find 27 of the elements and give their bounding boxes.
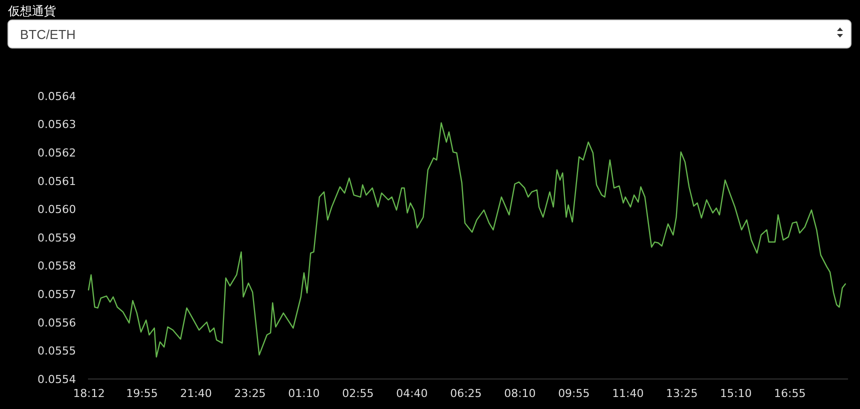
y-tick-label: 0.0555 — [38, 344, 76, 358]
x-tick-label: 02:55 — [342, 387, 374, 400]
y-tick-label: 0.0559 — [38, 231, 76, 244]
y-tick-label: 0.0558 — [38, 260, 76, 273]
x-tick-label: 15:10 — [720, 387, 752, 400]
y-tick-label: 0.0562 — [38, 146, 76, 160]
x-tick-label: 21:40 — [180, 387, 212, 400]
y-tick-label: 0.0554 — [38, 372, 76, 386]
y-tick-label: 0.0564 — [38, 90, 76, 103]
y-tick-label: 0.0557 — [38, 288, 76, 301]
x-tick-label: 23:25 — [234, 387, 266, 400]
y-tick-label: 0.0561 — [38, 174, 76, 188]
x-tick-label: 19:55 — [126, 387, 158, 400]
y-tick-label: 0.0563 — [38, 118, 76, 132]
chart-title: 仮想通貨 — [7, 4, 56, 18]
x-tick-label: 08:10 — [504, 387, 536, 400]
y-tick-label: 0.0556 — [38, 316, 76, 330]
x-tick-label: 06:25 — [450, 387, 482, 400]
y-tick-label: 0.0560 — [38, 203, 76, 216]
chart-subtitle: BTC/ETH — [20, 27, 76, 42]
x-tick-label: 18:12 — [73, 387, 105, 400]
x-tick-label: 13:25 — [666, 387, 698, 400]
x-tick-label: 09:55 — [558, 387, 590, 400]
x-tick-label: 04:40 — [396, 387, 428, 400]
x-tick-label: 11:40 — [612, 387, 644, 400]
x-tick-label: 01:10 — [288, 387, 320, 400]
x-tick-label: 16:55 — [774, 387, 806, 400]
